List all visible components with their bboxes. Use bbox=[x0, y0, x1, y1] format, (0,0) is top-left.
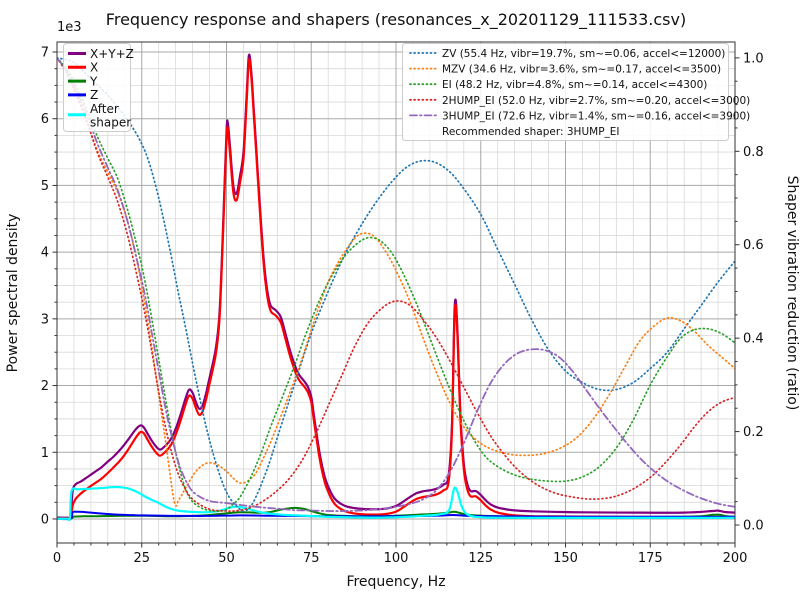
legend-shapers: ZV (55.4 Hz, vibr=19.7%, sm~=0.06, accel… bbox=[402, 43, 750, 141]
y-left-tick-label: 5 bbox=[41, 179, 49, 194]
x-tick-label: 200 bbox=[723, 551, 748, 566]
legend-item: 2HUMP_EI (52.0 Hz, vibr=2.7%, sm~=0.20, … bbox=[409, 95, 750, 107]
x-tick-label: 100 bbox=[384, 551, 409, 566]
curve-after-shaper bbox=[57, 485, 735, 522]
x-tick-label: 75 bbox=[303, 551, 320, 566]
y-right-tick-label: 0.0 bbox=[743, 519, 764, 534]
legend-item: EI (48.2 Hz, vibr=4.8%, sm~=0.14, accel<… bbox=[409, 79, 707, 91]
y-left-axis-label: Power spectral density bbox=[5, 214, 21, 373]
y-right-tick-label: 0.4 bbox=[743, 332, 764, 347]
legend-item-label: After bbox=[90, 102, 119, 116]
legend-item-label: Y bbox=[89, 74, 98, 88]
legend-item: Recommended shaper: 3HUMP_EI bbox=[442, 126, 620, 138]
x-tick-label: 50 bbox=[218, 551, 235, 566]
legend-item-label: X+Y+Z bbox=[90, 47, 134, 61]
y-left-tick-label: 4 bbox=[41, 246, 49, 261]
x-tick-label: 0 bbox=[53, 551, 61, 566]
legend-item-label: Recommended shaper: 3HUMP_EI bbox=[442, 126, 620, 138]
y-left-tick-label: 2 bbox=[41, 379, 49, 394]
legend-item-label: MZV (34.6 Hz, vibr=3.6%, sm~=0.17, accel… bbox=[442, 64, 721, 76]
y-left-tick-label: 7 bbox=[41, 46, 49, 61]
curve-3hump-ei bbox=[57, 57, 735, 512]
legend-psd-box bbox=[63, 43, 131, 132]
y-left-tick-label: 1 bbox=[41, 446, 49, 461]
legend-item-label: EI (48.2 Hz, vibr=4.8%, sm~=0.14, accel<… bbox=[442, 79, 707, 91]
y-right-axis-label: Shaper vibration reduction (ratio) bbox=[784, 176, 800, 411]
legend-item: X+Y+Z bbox=[68, 47, 134, 61]
y-right-tick-label: 1.0 bbox=[743, 51, 764, 66]
y-right-tick-label: 0.8 bbox=[743, 145, 764, 160]
legend-item: Y bbox=[68, 74, 98, 88]
x-tick-label: 125 bbox=[468, 551, 493, 566]
legend-item: 3HUMP_EI (72.6 Hz, vibr=1.4%, sm~=0.16, … bbox=[409, 110, 750, 122]
axes: 0 25 50 75 100 125 150 175 200 0 1 2 3 4 5 6 7 0.0 0.2 0.4 0… bbox=[41, 41, 764, 566]
curve-mzv bbox=[57, 57, 735, 507]
x-tick-label: 175 bbox=[638, 551, 663, 566]
y-left-tick-label: 3 bbox=[41, 312, 49, 327]
curve-x bbox=[57, 58, 735, 521]
curves bbox=[57, 53, 735, 522]
x-axis-label: Frequency, Hz bbox=[346, 574, 445, 590]
chart-title: Frequency response and shapers (resonanc… bbox=[106, 10, 686, 30]
curve-2hump-ei bbox=[57, 57, 735, 512]
y-axis-offset-text: 1e3 bbox=[57, 20, 82, 35]
legend-item-label: 2HUMP_EI (52.0 Hz, vibr=2.7%, sm~=0.20, … bbox=[442, 95, 750, 107]
legend-item-label: Z bbox=[90, 88, 98, 102]
y-right-tick-label: 0.6 bbox=[743, 238, 764, 253]
y-left-tick-label: 6 bbox=[41, 112, 49, 127]
legend-shapers-box bbox=[402, 43, 729, 141]
legend-item-label: ZV (55.4 Hz, vibr=19.7%, sm~=0.06, accel… bbox=[442, 48, 725, 60]
legend-item: X bbox=[68, 61, 98, 75]
legend-item: ZV (55.4 Hz, vibr=19.7%, sm~=0.06, accel… bbox=[409, 48, 725, 60]
legend-item: MZV (34.6 Hz, vibr=3.6%, sm~=0.17, accel… bbox=[409, 64, 721, 76]
legend-item: Z bbox=[68, 88, 98, 102]
legend-item-label: shaper bbox=[90, 116, 131, 130]
curve-ei bbox=[57, 57, 735, 513]
legend-item-label: 3HUMP_EI (72.6 Hz, vibr=1.4%, sm~=0.16, … bbox=[442, 110, 750, 122]
curve-zv bbox=[57, 57, 735, 512]
legend-item-label: X bbox=[90, 61, 98, 75]
x-tick-label: 25 bbox=[133, 551, 150, 566]
y-left-tick-label: 0 bbox=[41, 512, 49, 527]
y-right-tick-label: 0.2 bbox=[743, 425, 764, 440]
x-tick-label: 150 bbox=[553, 551, 578, 566]
